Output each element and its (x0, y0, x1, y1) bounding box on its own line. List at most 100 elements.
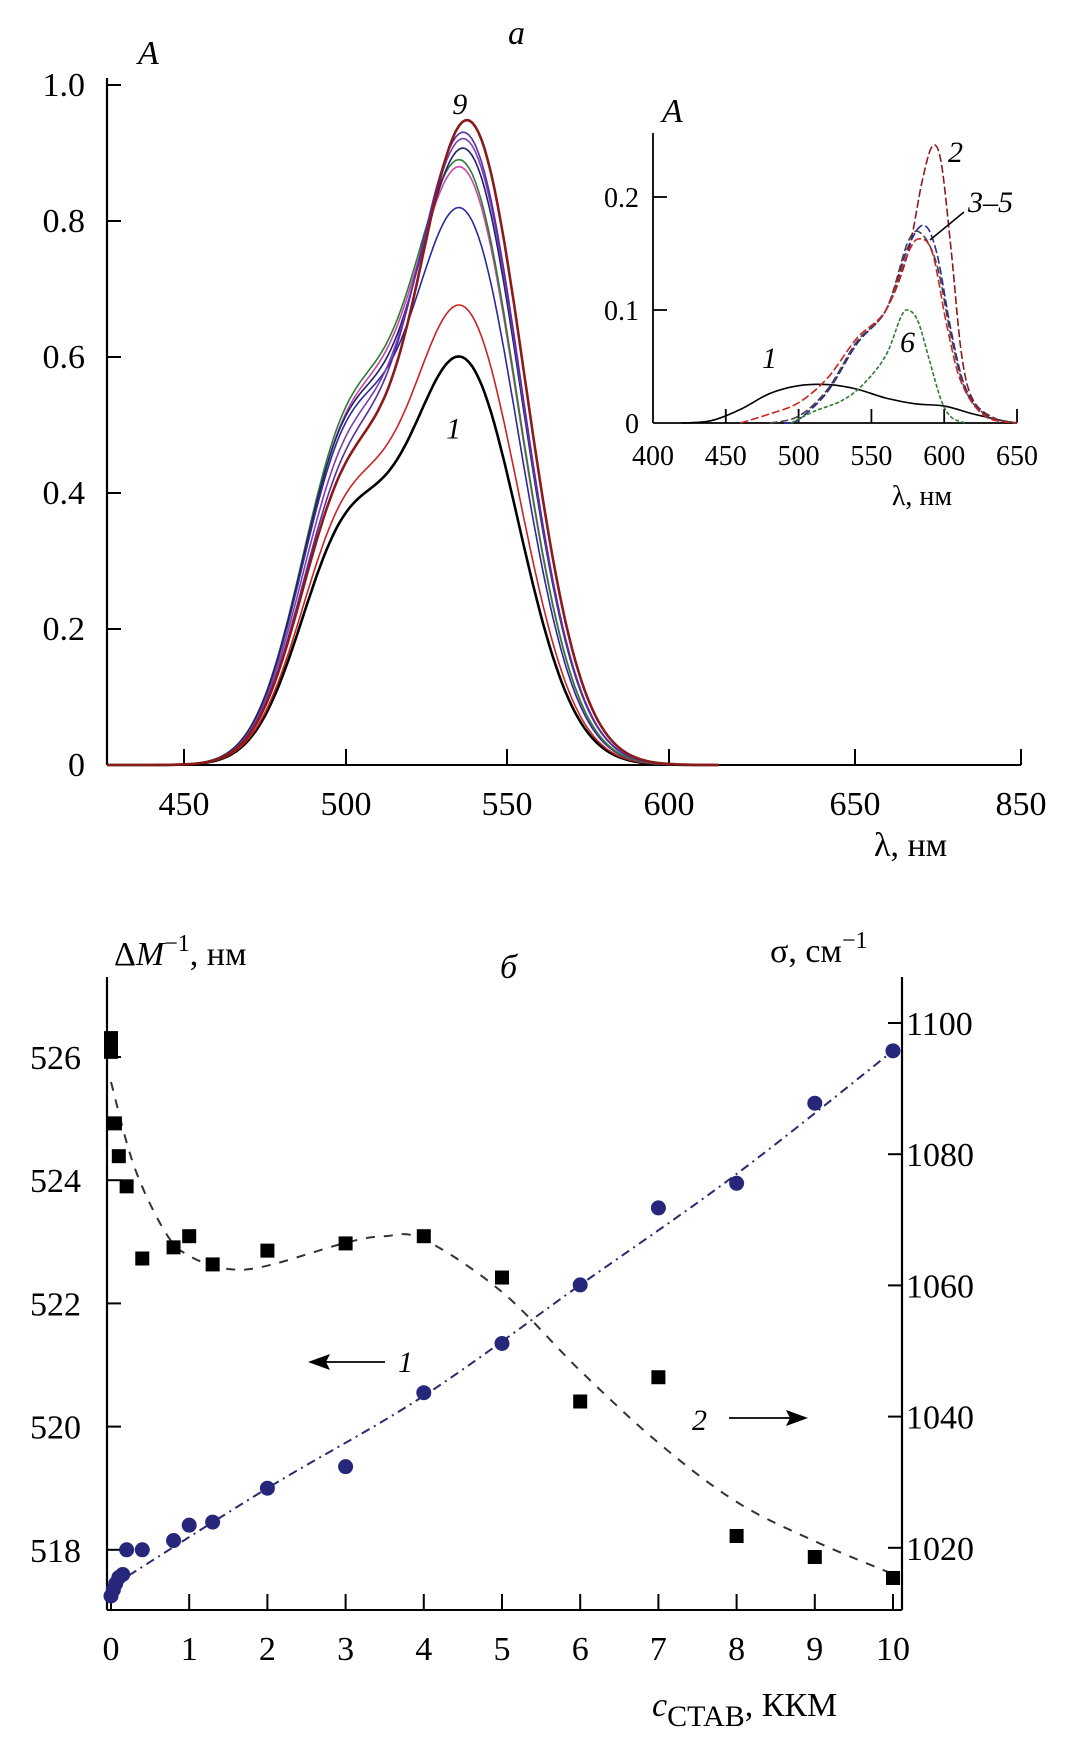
inset-curves (682, 144, 1018, 424)
data-point-series-1 (885, 1043, 901, 1059)
x-tick-label: 3 (337, 1631, 354, 1668)
left-y-tick-label: 526 (30, 1040, 81, 1077)
y-tick-label: 0.8 (43, 203, 86, 240)
annotation-2-label: 2 (692, 1404, 707, 1437)
data-point-series-2 (338, 1236, 353, 1251)
inset-curve-1 (682, 383, 1018, 424)
right-y-tick-label: 1020 (906, 1531, 974, 1568)
data-point-series-2 (166, 1240, 181, 1255)
panel-b-fit-lines (110, 1050, 894, 1588)
panel-a-ylabel: A (136, 35, 159, 72)
data-point-series-2 (729, 1528, 744, 1543)
panel-a-curves (107, 118, 719, 767)
panel-a-axes: 0 0.2 0.4 0.6 0.8 1.0 450 500 550 600 650 850 (43, 67, 1047, 823)
arrow-left-icon (308, 1354, 330, 1370)
inset-x-tick-label: 500 (778, 441, 820, 472)
data-point-series-2 (111, 1149, 126, 1164)
curve-label-1: 1 (446, 413, 461, 446)
y-tick-label: 0 (68, 747, 85, 784)
data-point-series-1 (205, 1514, 221, 1530)
left-y-tick-label: 518 (30, 1533, 81, 1570)
x-tick-label: 8 (728, 1631, 745, 1668)
inset-ylabel: A (660, 93, 683, 130)
y-tick-label: 0.4 (43, 475, 86, 512)
fit-line-1 (110, 1050, 894, 1588)
inset-x-tick-label: 400 (632, 441, 674, 472)
x-tick-label: 10 (876, 1631, 910, 1668)
inset-xlabel: λ, нм (892, 481, 953, 512)
inset-x-tick-label: 450 (705, 441, 747, 472)
inset-x-tick-label: 650 (996, 441, 1038, 472)
x-tick-label: 4 (415, 1631, 432, 1668)
inset-y-tick-label: 0.1 (604, 296, 639, 327)
data-point-series-2 (182, 1229, 197, 1244)
data-point-series-2 (807, 1549, 822, 1564)
data-point-series-2 (104, 1044, 118, 1059)
annotation-1: 1 (308, 1346, 413, 1379)
x-tick-label: 7 (650, 1631, 667, 1668)
x-tick-label: 650 (830, 786, 881, 823)
spectrum-curve-3 (107, 206, 719, 766)
annotation-1-label: 1 (398, 1346, 413, 1379)
x-tick-label: 9 (806, 1631, 823, 1668)
fit-line-2 (110, 1081, 894, 1575)
panel-b-xlabel: cCTAB, ККМ (652, 1687, 837, 1733)
x-tick-label: 850 (996, 786, 1047, 823)
x-tick-label: 450 (159, 786, 210, 823)
data-point-series-2 (104, 1031, 118, 1046)
inset-y-tick-label: 0.2 (604, 183, 639, 214)
data-point-series-2 (651, 1370, 666, 1385)
y-tick-label: 0.6 (43, 339, 86, 376)
spectrum-curve-9 (107, 118, 719, 767)
right-y-tick-label: 1080 (906, 1137, 974, 1174)
x-tick-label: 600 (644, 786, 695, 823)
spectrum-curve-6 (107, 147, 719, 766)
data-point-series-2 (205, 1257, 220, 1272)
left-y-tick-label: 522 (30, 1286, 81, 1323)
y-tick-label: 1.0 (43, 67, 86, 104)
data-point-series-1 (134, 1542, 150, 1558)
right-y-tick-label: 1040 (906, 1400, 974, 1437)
x-tick-label: 5 (494, 1631, 511, 1668)
x-tick-label: 550 (482, 786, 533, 823)
inset-curve-label-6: 6 (900, 326, 915, 359)
data-point-series-1 (259, 1480, 275, 1496)
x-tick-label: 1 (181, 1631, 198, 1668)
spectrum-curve-5 (107, 158, 719, 766)
arrow-right-icon (786, 1410, 808, 1426)
inset-y-tick-label: 0 (625, 409, 639, 440)
panel-b: б ΔM−1, нм σ, см−1 518520522524526102010… (30, 928, 974, 1733)
data-point-series-1 (416, 1385, 432, 1401)
right-y-tick-label: 1100 (906, 1006, 973, 1043)
x-tick-label: 500 (321, 786, 372, 823)
data-point-series-1 (494, 1335, 510, 1351)
panel-b-title: б (500, 949, 519, 986)
panel-b-points (103, 1031, 901, 1604)
data-point-series-1 (166, 1533, 182, 1549)
inset-curve-label-1: 1 (762, 342, 777, 375)
data-point-series-2 (260, 1243, 275, 1258)
data-point-series-1 (338, 1459, 354, 1475)
inset-curve-5 (740, 237, 1018, 424)
inset-curve-6 (790, 309, 967, 424)
panel-a-xlabel: λ, нм (874, 827, 947, 864)
spectrum-curve-2 (107, 304, 719, 766)
right-y-tick-label: 1060 (906, 1268, 974, 1305)
data-point-series-2 (119, 1179, 134, 1194)
panel-b-ylabel-left: ΔM−1, нм (114, 931, 246, 973)
inset-curve-label-2: 2 (948, 136, 963, 169)
data-point-series-2 (573, 1394, 588, 1409)
left-y-tick-label: 520 (30, 1410, 81, 1447)
inset-leader-line (929, 211, 965, 241)
y-tick-label: 0.2 (43, 611, 86, 648)
data-point-series-1 (119, 1542, 135, 1558)
data-point-series-2 (495, 1270, 509, 1285)
spectrum-curve-8 (107, 131, 719, 766)
data-point-series-2 (135, 1251, 150, 1266)
panel-a-title: а (508, 15, 525, 52)
data-point-series-1 (115, 1566, 131, 1582)
data-point-series-1 (181, 1517, 197, 1533)
inset-curve-4 (769, 230, 1018, 424)
x-tick-label: 6 (572, 1631, 589, 1668)
